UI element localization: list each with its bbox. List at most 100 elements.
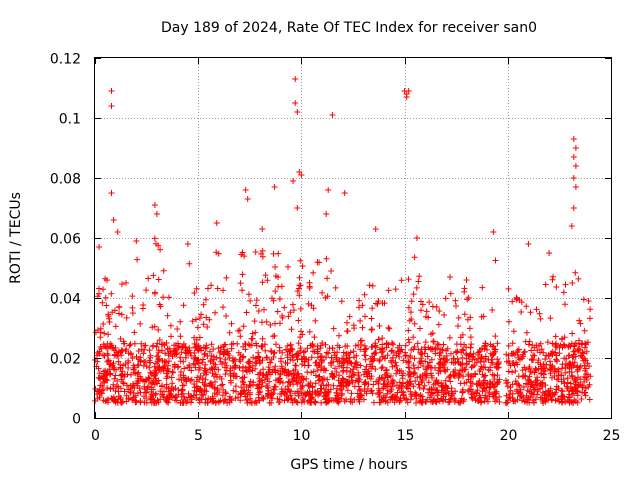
data-point bbox=[117, 385, 124, 392]
data-point bbox=[141, 393, 147, 400]
data-point bbox=[396, 397, 403, 404]
data-point bbox=[436, 308, 443, 314]
data-point bbox=[111, 398, 117, 404]
data-point bbox=[108, 103, 115, 109]
data-point bbox=[109, 309, 116, 316]
data-point bbox=[125, 396, 132, 403]
y-tick-label: 0 bbox=[72, 412, 81, 428]
data-point bbox=[389, 363, 396, 370]
data-point bbox=[447, 274, 453, 280]
data-point bbox=[151, 202, 158, 208]
data-point bbox=[169, 368, 176, 375]
data-point bbox=[485, 357, 492, 363]
data-point bbox=[386, 325, 393, 332]
data-point bbox=[274, 377, 281, 384]
data-point bbox=[473, 359, 480, 366]
data-point bbox=[165, 294, 172, 301]
data-point bbox=[108, 88, 115, 94]
data-point bbox=[272, 363, 279, 370]
data-point bbox=[560, 376, 567, 383]
data-point bbox=[157, 246, 164, 253]
data-point bbox=[206, 348, 213, 355]
x-tick-label: 0 bbox=[91, 428, 100, 444]
data-point bbox=[368, 388, 374, 395]
data-point bbox=[405, 88, 412, 94]
data-point bbox=[220, 343, 227, 350]
data-point bbox=[453, 303, 459, 309]
data-point bbox=[541, 390, 548, 397]
data-point bbox=[385, 287, 392, 294]
data-point bbox=[550, 392, 557, 399]
data-point bbox=[200, 301, 207, 308]
data-point bbox=[160, 294, 167, 301]
data-point bbox=[114, 229, 121, 235]
data-point bbox=[245, 387, 252, 394]
data-point bbox=[242, 341, 249, 348]
data-point bbox=[421, 382, 428, 389]
data-point bbox=[587, 315, 593, 322]
data-point bbox=[312, 399, 319, 406]
data-point bbox=[282, 366, 289, 373]
data-point bbox=[262, 272, 269, 279]
data-point bbox=[465, 294, 472, 301]
data-point bbox=[96, 370, 103, 377]
data-point bbox=[523, 392, 530, 399]
data-point bbox=[157, 303, 164, 310]
data-point bbox=[264, 277, 271, 284]
data-point bbox=[351, 383, 358, 390]
data-point bbox=[143, 363, 150, 370]
data-point bbox=[372, 226, 379, 232]
data-point bbox=[441, 367, 448, 374]
data-point bbox=[100, 397, 107, 404]
data-point bbox=[400, 391, 407, 398]
data-point bbox=[389, 380, 396, 387]
data-point bbox=[412, 391, 419, 398]
data-point bbox=[207, 380, 214, 386]
data-point bbox=[193, 391, 200, 398]
data-point bbox=[243, 384, 250, 390]
data-point bbox=[105, 311, 112, 318]
data-point bbox=[205, 285, 211, 292]
data-point bbox=[453, 348, 459, 355]
data-point bbox=[575, 374, 581, 381]
data-point bbox=[239, 249, 246, 256]
data-point bbox=[461, 366, 468, 373]
data-point bbox=[554, 376, 560, 383]
y-tick-label: 0.12 bbox=[50, 52, 81, 68]
data-point bbox=[177, 333, 184, 340]
data-point bbox=[219, 392, 226, 399]
data-point bbox=[253, 297, 260, 304]
data-point bbox=[452, 367, 459, 373]
data-point bbox=[530, 399, 537, 406]
data-point bbox=[173, 350, 180, 357]
data-point bbox=[513, 296, 520, 303]
data-point bbox=[530, 384, 537, 391]
data-point bbox=[359, 324, 366, 331]
data-point bbox=[196, 387, 203, 394]
data-point bbox=[440, 364, 447, 371]
data-point bbox=[561, 342, 568, 349]
data-point bbox=[343, 382, 350, 389]
data-point bbox=[135, 356, 142, 363]
data-point bbox=[316, 373, 323, 380]
data-point bbox=[180, 340, 187, 347]
data-point bbox=[129, 293, 136, 300]
data-point bbox=[294, 381, 301, 387]
data-point bbox=[546, 391, 553, 398]
data-point bbox=[336, 372, 342, 379]
data-point bbox=[381, 355, 388, 362]
data-point bbox=[305, 300, 312, 307]
data-point bbox=[104, 340, 111, 347]
data-point bbox=[323, 392, 330, 399]
data-point bbox=[267, 359, 274, 366]
data-point bbox=[420, 363, 427, 369]
data-point bbox=[150, 386, 157, 393]
data-point bbox=[343, 379, 350, 386]
data-point bbox=[292, 100, 299, 106]
data-point bbox=[416, 359, 423, 365]
data-point bbox=[259, 379, 266, 386]
data-point bbox=[321, 375, 327, 382]
data-point bbox=[100, 379, 107, 386]
data-point bbox=[570, 362, 577, 369]
data-point bbox=[310, 343, 317, 350]
